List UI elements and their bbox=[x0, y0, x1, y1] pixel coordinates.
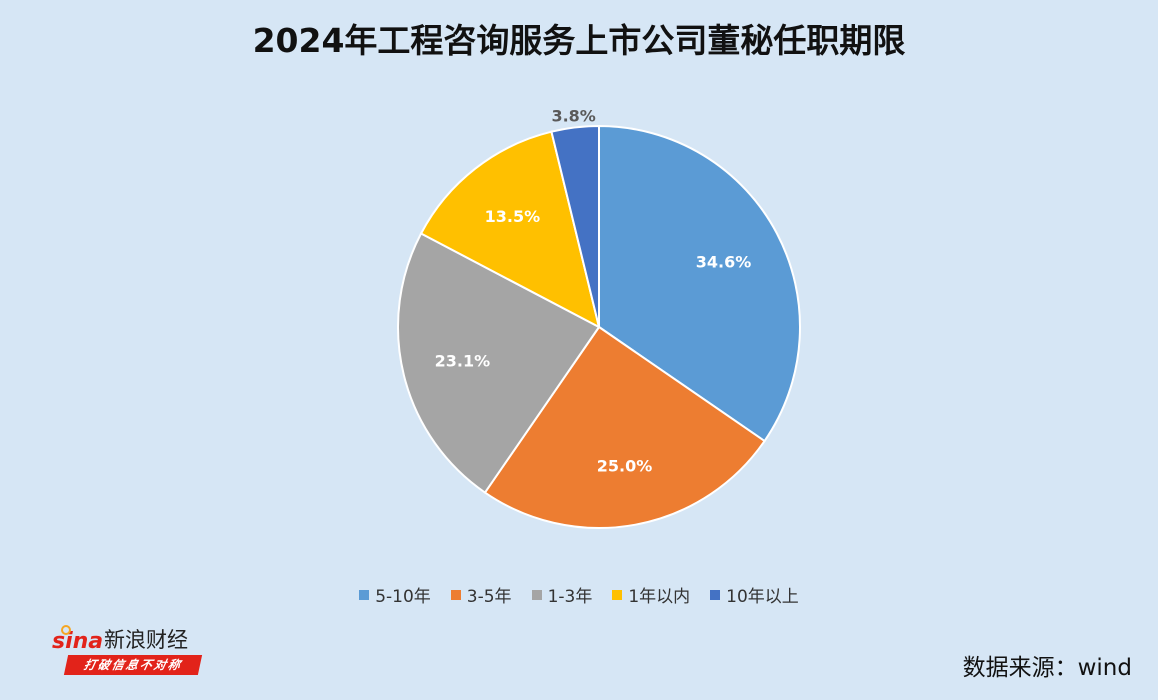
pie-slice-2 bbox=[483, 325, 766, 529]
pie-slice-5 bbox=[550, 124, 600, 328]
legend-item: 1年以内 bbox=[612, 582, 690, 607]
legend-item: 5-10年 bbox=[359, 582, 431, 607]
legend-label: 1年以内 bbox=[628, 587, 691, 607]
sina-eye-icon: sina bbox=[52, 625, 103, 654]
sina-slogan: 打破信息不对称 bbox=[63, 655, 203, 675]
data-label-3: 23.1% bbox=[435, 352, 491, 371]
legend-label: 5-10年 bbox=[375, 587, 431, 607]
sina-finance-brand: 新浪财经 bbox=[104, 628, 188, 652]
legend: 5-10年 3-5年 1-3年 1年以内 10年以上 bbox=[0, 582, 1158, 607]
pie-slice-4 bbox=[419, 130, 601, 329]
pie-chart: 34.6% 25.0% 23.1% 13.5% 3.8% bbox=[397, 107, 801, 529]
legend-label: 1-3年 bbox=[547, 587, 593, 607]
legend-item: 3-5年 bbox=[450, 582, 512, 607]
legend-label: 10年以上 bbox=[726, 587, 799, 607]
pie-slices bbox=[397, 124, 801, 529]
data-source: 数据来源：wind bbox=[962, 655, 1132, 681]
data-label-5: 3.8% bbox=[551, 107, 595, 126]
sina-finance-logo: sina 新浪财经 打破信息不对称 bbox=[52, 624, 212, 678]
data-label-2: 25.0% bbox=[597, 456, 653, 475]
legend-item: 1-3年 bbox=[531, 582, 593, 607]
svg-text:sina: sina bbox=[52, 629, 103, 654]
legend-label: 3-5年 bbox=[466, 587, 512, 607]
legend-swatch bbox=[612, 589, 623, 600]
pie-labels: 34.6% 25.0% 23.1% 13.5% 3.8% bbox=[435, 107, 752, 476]
legend-swatch bbox=[531, 589, 542, 600]
chart-title: 2024年工程咨询服务上市公司董秘任职期限 bbox=[252, 21, 906, 60]
data-label-1: 34.6% bbox=[696, 253, 752, 272]
pie-slice-3 bbox=[397, 232, 601, 494]
legend-swatch bbox=[710, 589, 721, 600]
legend-swatch bbox=[450, 589, 461, 600]
legend-swatch bbox=[359, 589, 370, 600]
pie-slice-1 bbox=[598, 124, 801, 443]
legend-item: 10年以上 bbox=[710, 582, 799, 607]
data-label-4: 13.5% bbox=[485, 207, 541, 226]
